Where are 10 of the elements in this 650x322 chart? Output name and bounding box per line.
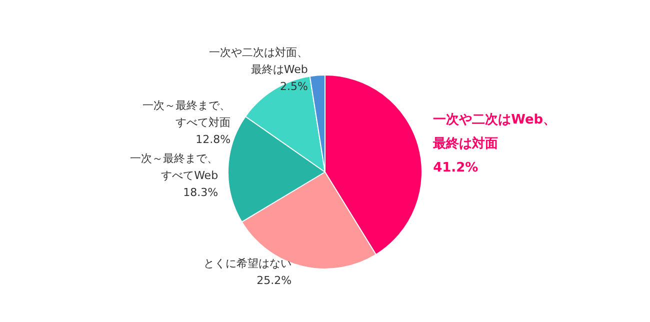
data-label: 2.5% bbox=[280, 80, 308, 93]
data-label: 41.2% bbox=[433, 160, 478, 176]
slice-label: 一次や二次は対面、最終はWeb bbox=[208, 46, 308, 76]
data-label: 18.3% bbox=[183, 186, 218, 199]
data-label: 12.8% bbox=[196, 132, 231, 146]
data-label: 25.2% bbox=[256, 274, 292, 288]
slice-label: とくに希望はない bbox=[204, 257, 292, 270]
slice-label: 一次～最終まで、すべて対面 bbox=[142, 98, 231, 129]
slice-label: 一次～最終まで、すべてWeb bbox=[130, 152, 218, 182]
slice-label: 一次や二次はWeb、最終は対面 bbox=[432, 112, 556, 152]
